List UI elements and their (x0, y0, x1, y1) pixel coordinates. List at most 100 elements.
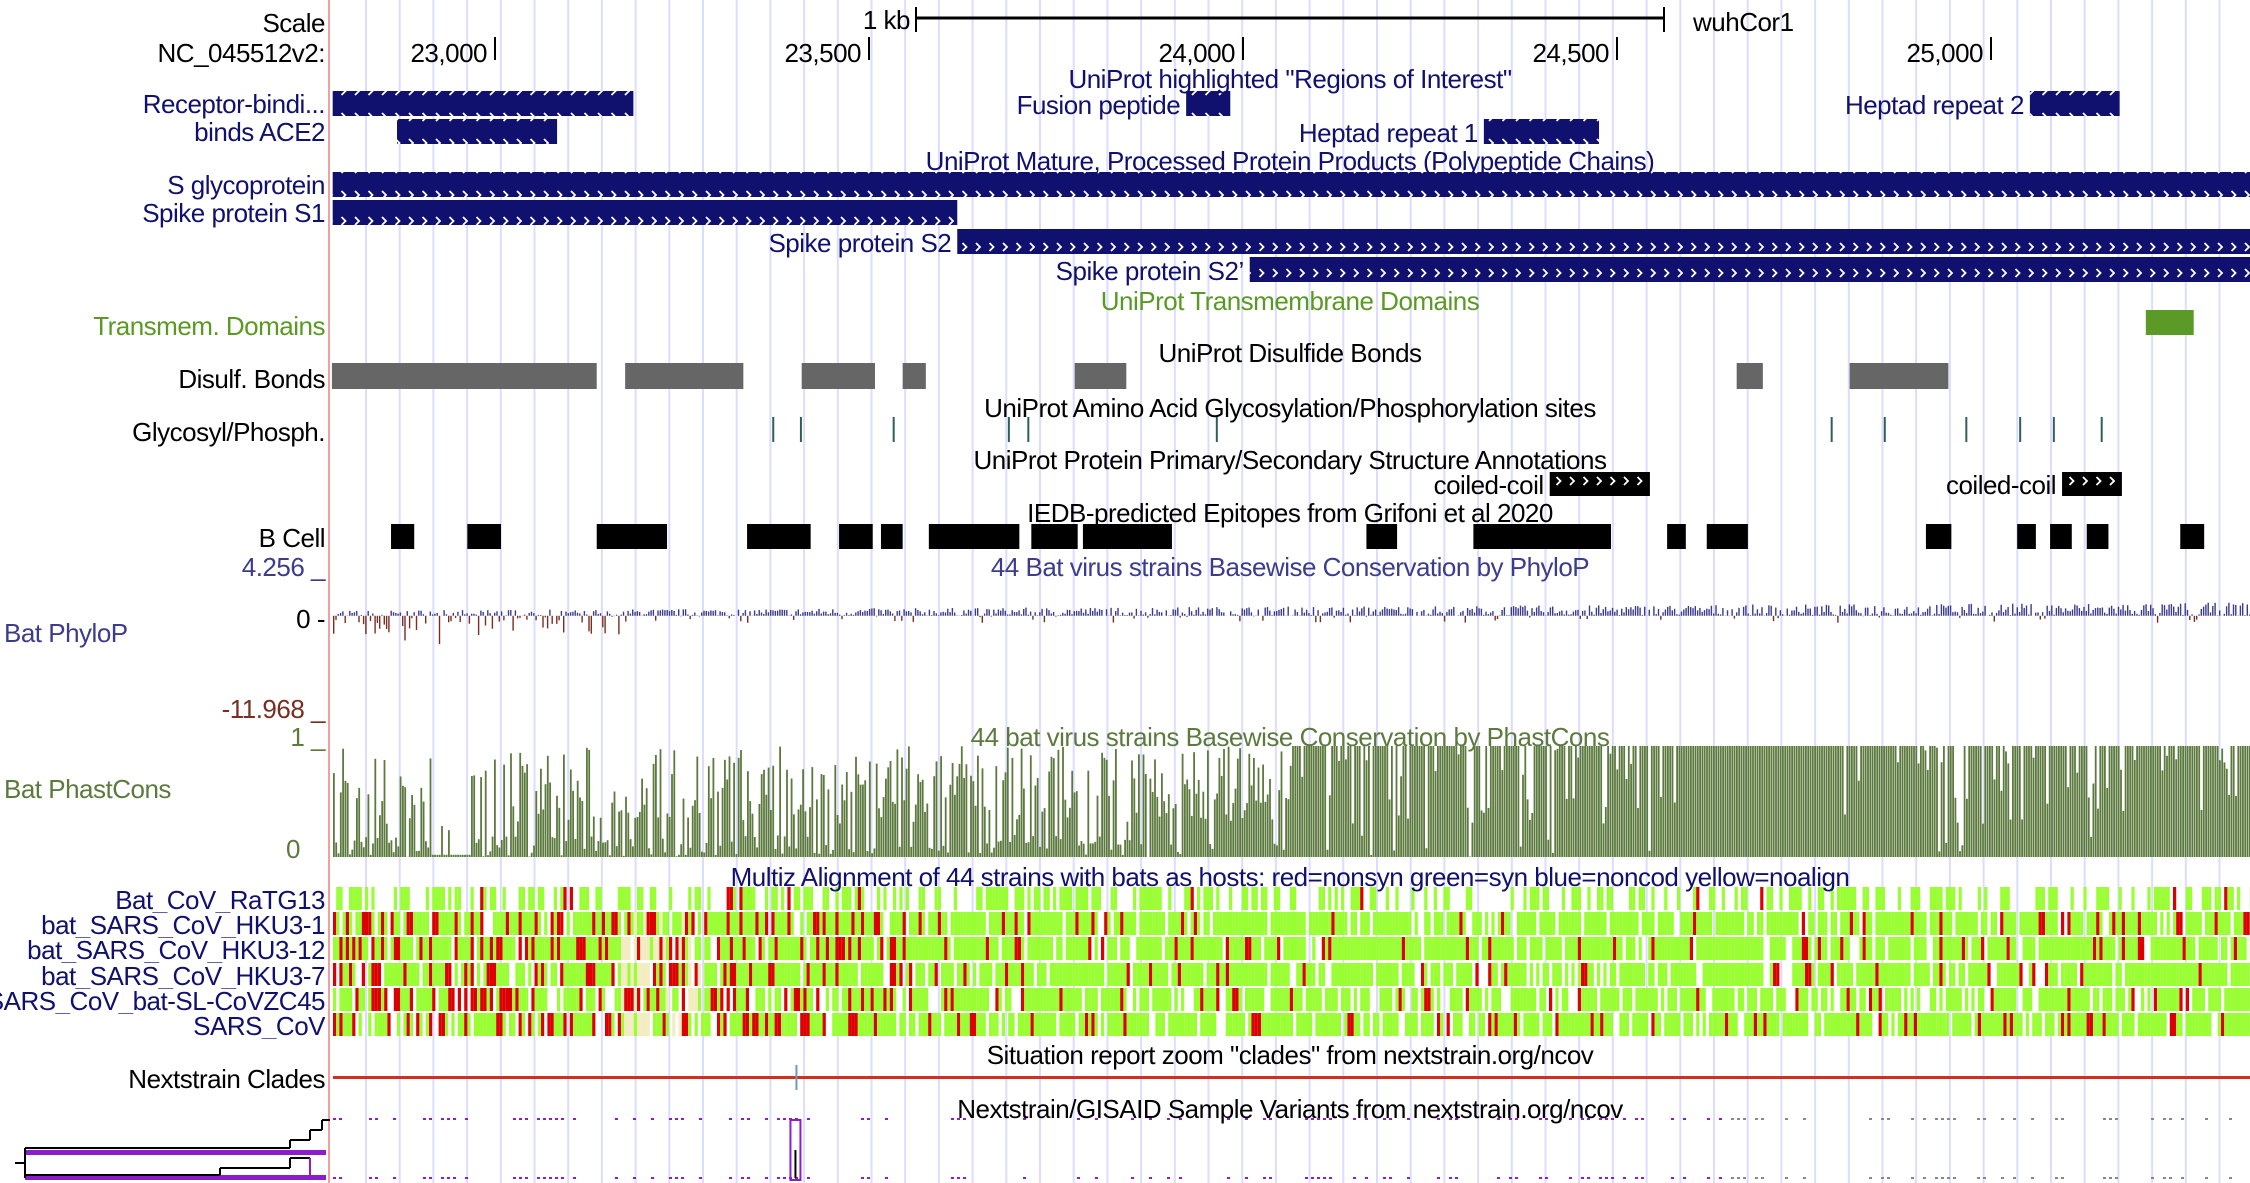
multiz-alignment-block (1894, 912, 1898, 935)
multiz-species-label[interactable]: bat_SARS_CoV_HKU3-7 (41, 963, 325, 989)
multiz-alignment-block (1683, 912, 1687, 935)
phylop-bar (1575, 610, 1577, 616)
multiz-alignment-block (1933, 988, 1937, 1011)
multiz-alignment-block (387, 963, 391, 986)
phastcons-bar (956, 776, 959, 857)
glycosyl-track-title[interactable]: UniProt Amino Acid Glycosylation/Phospho… (984, 393, 1596, 423)
multiz-alignment-block (1293, 912, 1297, 935)
multiz-alignment-block (531, 937, 535, 960)
phastcons-track-label[interactable]: Bat PhastCons (4, 774, 171, 804)
region-feature-label[interactable]: Receptor-bindi... (142, 89, 326, 119)
multiz-alignment-block (729, 963, 733, 986)
multiz-alignment-block (931, 912, 935, 935)
phylop-track-label[interactable]: Bat PhyloP (4, 618, 128, 648)
phastcons-bar (1563, 746, 1566, 857)
multiz-alignment-block (793, 1013, 797, 1036)
phastcons-bar (1342, 746, 1345, 857)
multiz-species-label[interactable]: bat_SARS_CoV_HKU3-1 (41, 912, 325, 938)
clades-track-label[interactable]: Nextstrain Clades (128, 1064, 325, 1094)
structure-track-title[interactable]: UniProt Protein Primary/Secondary Struct… (973, 445, 1607, 475)
multiz-species-label[interactable]: SARS_CoV_bat-SL-CoVZC45 (0, 988, 325, 1014)
multiz-alignment-block (2153, 937, 2157, 960)
multiz-alignment-block (889, 1013, 893, 1036)
chain-feature-label[interactable]: S glycoprotein (167, 170, 325, 200)
multiz-species-label[interactable]: bat_SARS_CoV_HKU3-12 (27, 937, 325, 963)
multiz-alignment-block (1536, 963, 1540, 986)
phastcons-bar (1255, 800, 1258, 857)
multiz-alignment-block (877, 937, 881, 960)
multiz-alignment-block (1430, 963, 1434, 986)
regions-track-title[interactable]: UniProt highlighted "Regions of Interest… (1068, 64, 1512, 94)
multiz-alignment-block (982, 912, 986, 935)
variant-marker (1227, 1177, 1230, 1179)
multiz-alignment-block (515, 912, 519, 935)
multiz-alignment-block (1689, 1013, 1693, 1036)
phylop-bar (436, 612, 438, 616)
multiz-alignment-block (589, 912, 593, 935)
phylop-track-title[interactable]: 44 Bat virus strains Basewise Conservati… (990, 552, 1590, 582)
multiz-alignment-block (1049, 963, 1053, 986)
transmembrane-track-label[interactable]: Transmem. Domains (93, 311, 325, 341)
multiz-alignment-block (1673, 937, 1677, 960)
region-feature-label[interactable]: Heptad repeat 2 (1844, 90, 2024, 120)
variant-marker (1269, 1177, 1272, 1179)
multiz-alignment-block (2128, 912, 2132, 935)
bcell-track-label[interactable]: B Cell (258, 523, 326, 553)
multiz-alignment-block (384, 1013, 388, 1036)
phastcons-bar (1938, 851, 1941, 857)
multiz-alignment-block (1414, 1013, 1418, 1036)
multiz-alignment-block (1638, 887, 1642, 910)
phastcons-bar (431, 854, 434, 857)
phastcons-bar (1213, 799, 1216, 857)
multiz-alignment-block (1059, 937, 1063, 960)
multiz-track-title[interactable]: Multiz Alignment of 44 strains with bats… (730, 862, 1850, 892)
multiz-alignment-block (950, 963, 954, 986)
multiz-alignment-block (1059, 1013, 1063, 1036)
multiz-species-label[interactable]: SARS_CoV (193, 1013, 325, 1039)
multiz-alignment-block (1558, 1013, 1562, 1036)
phylop-bar (514, 610, 517, 616)
phastcons-track-title[interactable]: 44 bat virus strains Basewise Conservati… (970, 722, 1610, 752)
phastcons-bar (970, 775, 972, 857)
chain-feature-label[interactable]: Spike protein S2’ (1055, 256, 1245, 286)
phastcons-bar (599, 817, 602, 857)
chains-track-title[interactable]: UniProt Mature, Processed Protein Produc… (925, 146, 1655, 176)
multiz-species-label[interactable]: Bat_CoV_RaTG13 (115, 887, 325, 913)
phylop-bar (1508, 615, 1510, 616)
transmembrane-track-title[interactable]: UniProt Transmembrane Domains (1100, 286, 1480, 316)
region-feature-label[interactable]: binds ACE2 (194, 117, 325, 147)
clades-track-title[interactable]: Situation report zoom "clades" from next… (986, 1040, 1594, 1070)
bcell-track-title[interactable]: IEDB-predicted Epitopes from Grifoni et … (1027, 498, 1553, 528)
phylop-bar (1998, 610, 2000, 616)
chain-feature-label[interactable]: Spike protein S1 (142, 198, 325, 228)
phylop-bar (1952, 612, 1954, 616)
phylop-bar (1202, 611, 1204, 616)
multiz-alignment-block (2102, 937, 2106, 960)
multiz-alignment-block (553, 937, 557, 960)
phylop-bar (1634, 606, 1637, 616)
phastcons-bar (1492, 746, 1494, 857)
phastcons-bar (1878, 746, 1881, 857)
coiled-coil-label[interactable]: coiled-coil (1945, 470, 2057, 500)
multiz-alignment-block (646, 937, 650, 960)
multiz-alignment-block (1897, 1013, 1901, 1036)
chain-feature-label[interactable]: Spike protein S2 (768, 228, 952, 258)
glycosyl-track-label[interactable]: Glycosyl/Phosph. (132, 417, 325, 447)
multiz-alignment-block (822, 912, 826, 935)
region-feature-label[interactable]: Heptad repeat 1 (1298, 118, 1478, 148)
phylop-bar (1899, 613, 1901, 616)
variants-track-title[interactable]: Nextstrain/GISAID Sample Variants from n… (957, 1094, 1623, 1124)
phylop-bar (2051, 605, 2053, 616)
phylop-bar (986, 609, 988, 616)
multiz-alignment-block (2118, 937, 2122, 960)
phastcons-bar (1860, 746, 1862, 857)
disulfide-track-label[interactable]: Disulf. Bonds (178, 364, 325, 394)
disulfide-track-title[interactable]: UniProt Disulfide Bonds (1158, 338, 1422, 368)
scale-label: Scale (262, 8, 325, 38)
multiz-alignment-block (2080, 937, 2084, 960)
phastcons-bar (1966, 798, 1968, 857)
region-feature-label[interactable]: Fusion peptide (1016, 90, 1181, 120)
coiled-coil-label[interactable]: coiled-coil (1433, 470, 1545, 500)
phastcons-bar (2237, 746, 2240, 857)
